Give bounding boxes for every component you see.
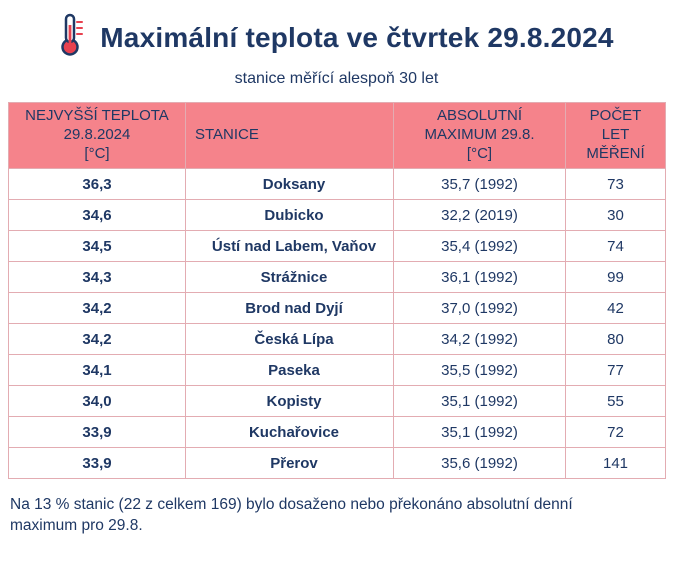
- table-row: 34,3 Strážnice 36,1 (1992) 99: [8, 261, 666, 293]
- years-cell: 74: [565, 230, 666, 262]
- table-row: 34,5 Ústí nad Labem, Vaňov 35,4 (1992) 74: [8, 230, 666, 262]
- thermometer-icon: [59, 13, 86, 62]
- table-row: 34,0 Kopisty 35,1 (1992) 55: [8, 385, 666, 417]
- header-highest-temp: NEJVYŠŠÍ TEPLOTA 29.8.2024 [°C]: [8, 102, 186, 169]
- station-cell: Kopisty: [185, 385, 394, 417]
- table-row: 36,3 Doksany 35,7 (1992) 73: [8, 168, 666, 200]
- station-cell: Strážnice: [185, 261, 394, 293]
- years-cell: 30: [565, 199, 666, 231]
- years-cell: 72: [565, 416, 666, 448]
- table-row: 33,9 Kuchařovice 35,1 (1992) 72: [8, 416, 666, 448]
- station-cell: Přerov: [185, 447, 394, 479]
- table-row: 34,6 Dubicko 32,2 (2019) 30: [8, 199, 666, 231]
- temp-cell: 34,1: [8, 354, 186, 386]
- years-cell: 55: [565, 385, 666, 417]
- station-cell: Kuchařovice: [185, 416, 394, 448]
- years-cell: 80: [565, 323, 666, 355]
- temp-cell: 33,9: [8, 447, 186, 479]
- header-absolute-max: ABSOLUTNÍ MAXIMUM 29.8. [°C]: [393, 102, 566, 169]
- table-header: NEJVYŠŠÍ TEPLOTA 29.8.2024 [°C] STANICE …: [8, 102, 666, 169]
- page-subtitle: stanice měřící alespoň 30 let: [234, 70, 439, 87]
- temp-cell: 34,2: [8, 292, 186, 324]
- table-row: 34,1 Paseka 35,5 (1992) 77: [8, 354, 666, 386]
- absolute-max-cell: 36,1 (1992): [393, 261, 566, 293]
- table-row: 34,2 Česká Lípa 34,2 (1992) 80: [8, 323, 666, 355]
- absolute-max-cell: 35,1 (1992): [393, 416, 566, 448]
- years-cell: 141: [565, 447, 666, 479]
- station-cell: Dubicko: [185, 199, 394, 231]
- temp-cell: 34,5: [8, 230, 186, 262]
- footer-note: Na 13 % stanic (22 z celkem 169) bylo do…: [10, 496, 573, 534]
- absolute-max-cell: 37,0 (1992): [393, 292, 566, 324]
- station-cell: Doksany: [185, 168, 394, 200]
- temperature-table: NEJVYŠŠÍ TEPLOTA 29.8.2024 [°C] STANICE …: [8, 102, 666, 479]
- temp-cell: 36,3: [8, 168, 186, 200]
- page-header: Maximální teplota ve čtvrtek 29.8.2024: [0, 13, 673, 62]
- absolute-max-cell: 35,5 (1992): [393, 354, 566, 386]
- station-cell: Brod nad Dyjí: [185, 292, 394, 324]
- years-cell: 73: [565, 168, 666, 200]
- years-cell: 77: [565, 354, 666, 386]
- table-header-row: NEJVYŠŠÍ TEPLOTA 29.8.2024 [°C] STANICE …: [8, 102, 666, 169]
- absolute-max-cell: 35,6 (1992): [393, 447, 566, 479]
- station-cell: Česká Lípa: [185, 323, 394, 355]
- years-cell: 42: [565, 292, 666, 324]
- years-cell: 99: [565, 261, 666, 293]
- station-cell: Paseka: [185, 354, 394, 386]
- page-title: Maximální teplota ve čtvrtek 29.8.2024: [100, 22, 614, 53]
- temp-cell: 34,0: [8, 385, 186, 417]
- temp-cell: 33,9: [8, 416, 186, 448]
- header-station: STANICE: [185, 102, 394, 169]
- absolute-max-cell: 35,1 (1992): [393, 385, 566, 417]
- table-row: 34,2 Brod nad Dyjí 37,0 (1992) 42: [8, 292, 666, 324]
- absolute-max-cell: 34,2 (1992): [393, 323, 566, 355]
- header-years-count: POČET LET MĚŘENÍ: [565, 102, 666, 169]
- temp-cell: 34,6: [8, 199, 186, 231]
- temp-cell: 34,2: [8, 323, 186, 355]
- absolute-max-cell: 32,2 (2019): [393, 199, 566, 231]
- station-cell: Ústí nad Labem, Vaňov: [185, 230, 394, 262]
- temp-cell: 34,3: [8, 261, 186, 293]
- table-body: 36,3 Doksany 35,7 (1992) 73 34,6 Dubicko 32,2 …: [8, 168, 666, 479]
- table-row: 33,9 Přerov 35,6 (1992) 141: [8, 447, 666, 479]
- absolute-max-cell: 35,4 (1992): [393, 230, 566, 262]
- absolute-max-cell: 35,7 (1992): [393, 168, 566, 200]
